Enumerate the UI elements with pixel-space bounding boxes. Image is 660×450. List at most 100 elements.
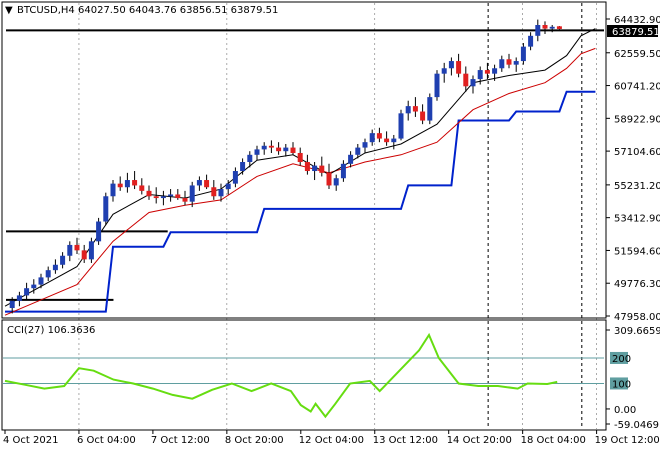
candle-body bbox=[470, 79, 476, 87]
cci-axis: 309.6659 200 100 0.00 -59.0469 bbox=[606, 326, 660, 431]
ma-slow-line bbox=[4, 47, 596, 316]
candle-body bbox=[254, 149, 260, 155]
candle-body bbox=[333, 178, 339, 186]
candle-body bbox=[477, 70, 483, 80]
candle-body bbox=[247, 154, 253, 163]
candle-body bbox=[67, 244, 73, 256]
candle-body bbox=[218, 189, 224, 197]
candle-body bbox=[506, 59, 512, 65]
time-tick-label: 14 Oct 20:00 bbox=[447, 435, 512, 446]
cci-label: CCI(27) 106.3636 bbox=[7, 325, 95, 336]
price-tick-label: 60741.20 bbox=[614, 82, 660, 93]
candle-body bbox=[9, 300, 15, 309]
candle-body bbox=[60, 255, 66, 265]
candle-body bbox=[240, 162, 246, 172]
price-tick-label: 51594.60 bbox=[614, 246, 660, 257]
moving-averages bbox=[4, 28, 596, 316]
candle-body bbox=[232, 171, 238, 184]
candle-body bbox=[45, 270, 51, 278]
candle-body bbox=[24, 288, 30, 296]
time-tick-label: 18 Oct 04:00 bbox=[521, 435, 586, 446]
time-tick-label: 13 Oct 12:00 bbox=[373, 435, 438, 446]
candle-body bbox=[456, 61, 462, 74]
candle-body bbox=[175, 194, 181, 199]
time-tick-label: 4 Oct 2021 bbox=[3, 435, 58, 446]
candle-body bbox=[326, 172, 332, 186]
time-tick-label: 7 Oct 12:00 bbox=[151, 435, 210, 446]
candle-body bbox=[146, 190, 152, 197]
candle-body bbox=[139, 185, 145, 191]
candle-body bbox=[535, 25, 541, 36]
cci-line bbox=[4, 332, 558, 419]
ohlc-readout: 64027.50 64043.76 63856.51 63879.51 bbox=[78, 5, 278, 16]
candle-body bbox=[290, 147, 296, 153]
candle-body bbox=[52, 264, 58, 271]
cci-level-tag: 100 bbox=[612, 379, 631, 390]
ma-fast-line bbox=[4, 28, 596, 307]
candle-body bbox=[74, 244, 80, 251]
candle-body bbox=[556, 26, 562, 29]
candle-body bbox=[376, 133, 382, 139]
candle-body bbox=[204, 180, 210, 188]
candle-body bbox=[427, 97, 433, 121]
candle-body bbox=[88, 241, 94, 260]
candle-body bbox=[441, 68, 447, 74]
candle-body bbox=[276, 147, 282, 152]
price-tick-label: 47958.00 bbox=[614, 312, 660, 323]
candle-body bbox=[348, 154, 354, 164]
candle-body bbox=[96, 221, 102, 242]
candle-body bbox=[31, 284, 37, 289]
time-axis: 4 Oct 2021 6 Oct 04:00 7 Oct 12:00 8 Oct 20… bbox=[3, 430, 660, 446]
candle-body bbox=[520, 46, 526, 62]
cci-level-tag: 200 bbox=[612, 354, 631, 365]
candle-body bbox=[412, 106, 418, 112]
candle-body bbox=[168, 194, 174, 197]
price-tick-label: 55231.20 bbox=[614, 181, 660, 192]
candle-body bbox=[124, 180, 130, 188]
candle-body bbox=[117, 183, 123, 188]
candle-body bbox=[499, 59, 505, 69]
candle-body bbox=[160, 196, 166, 199]
candle-body bbox=[196, 180, 202, 186]
candle-body bbox=[312, 165, 318, 172]
candle-body bbox=[103, 196, 109, 222]
candle-body bbox=[528, 35, 534, 47]
candle-body bbox=[189, 185, 195, 202]
candle-body bbox=[384, 138, 390, 143]
cci-tick-label: 0.00 bbox=[614, 405, 636, 416]
candle-body bbox=[542, 25, 548, 29]
current-price-tag: 63879.51 bbox=[612, 27, 660, 38]
candle-body bbox=[513, 61, 519, 65]
candle-body bbox=[132, 180, 138, 186]
candle-body bbox=[362, 142, 368, 148]
price-tick-label: 57104.60 bbox=[614, 147, 660, 158]
candle-body bbox=[391, 138, 397, 143]
time-tick-label: 12 Oct 04:00 bbox=[299, 435, 364, 446]
candle-body bbox=[261, 145, 267, 150]
candle-body bbox=[319, 165, 325, 173]
candle-body bbox=[110, 183, 116, 197]
candle-body bbox=[182, 198, 188, 202]
price-tick-label: 64432.90 bbox=[614, 15, 660, 26]
candle-body bbox=[225, 183, 231, 190]
price-tick-label: 58922.90 bbox=[614, 114, 660, 125]
candle-body bbox=[38, 277, 44, 285]
price-tick-label: 49776.30 bbox=[614, 279, 660, 290]
time-tick-label: 8 Oct 20:00 bbox=[225, 435, 284, 446]
symbol-dropdown-icon[interactable]: ▼ bbox=[5, 5, 13, 16]
candle-body bbox=[420, 111, 426, 121]
current-price-tag-bg bbox=[607, 25, 658, 37]
candle-body bbox=[340, 163, 346, 179]
candle-body bbox=[268, 145, 274, 148]
price-tick-label: 62559.50 bbox=[614, 49, 660, 60]
candle-body bbox=[304, 162, 310, 172]
candle-body bbox=[434, 73, 440, 98]
candle-body bbox=[398, 113, 404, 139]
candle-body bbox=[153, 196, 159, 199]
candle-body bbox=[297, 152, 303, 163]
main-plot-frame bbox=[1, 1, 607, 319]
horizontal-levels bbox=[6, 29, 604, 301]
symbol-label: BTCUSD,H4 bbox=[17, 5, 75, 16]
time-tick-label: 19 Oct 12:00 bbox=[595, 435, 660, 446]
